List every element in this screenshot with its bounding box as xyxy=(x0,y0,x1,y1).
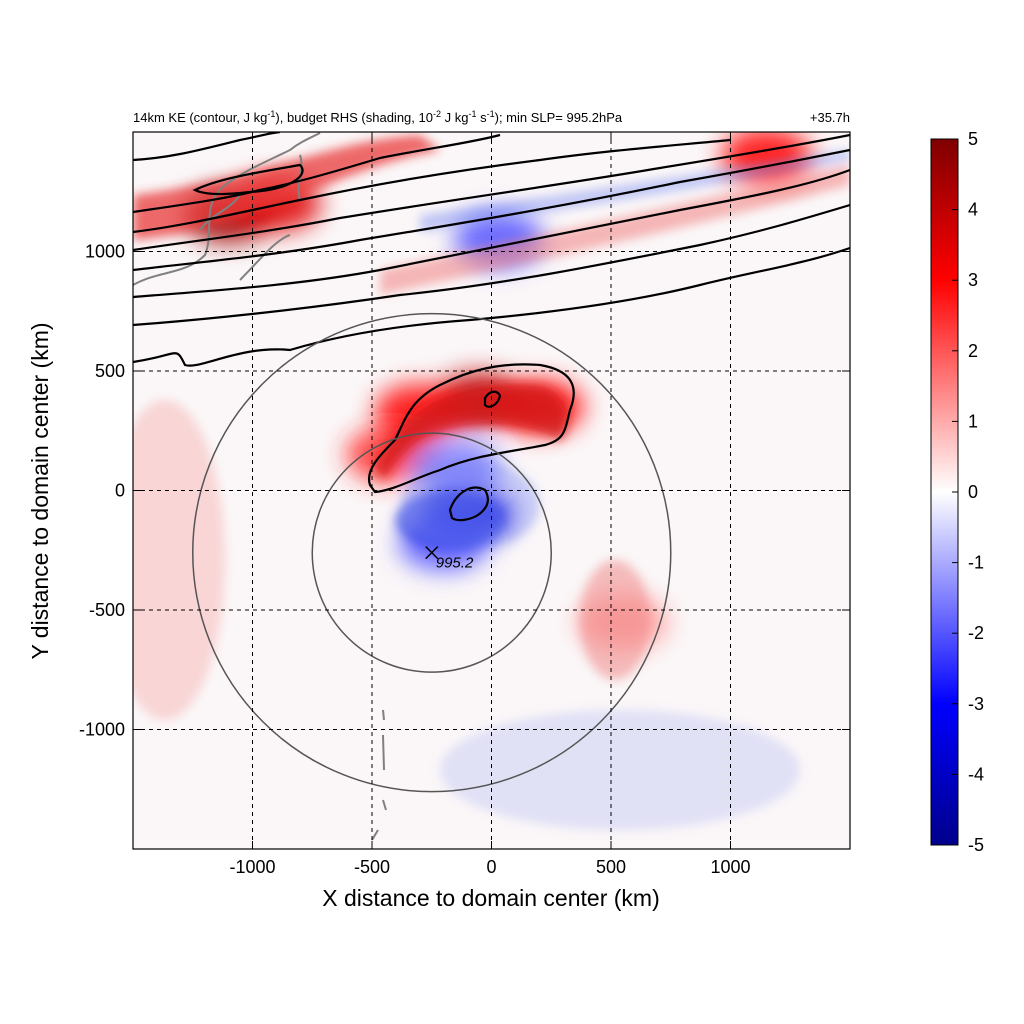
ke-contour xyxy=(133,203,850,327)
range-circle-outer xyxy=(192,312,672,793)
y-axis-ticks: -1000 -500 0 500 1000 xyxy=(79,242,850,740)
x-axis-ticks: -1000 -500 0 500 1000 xyxy=(229,132,751,877)
ke-contour-storm xyxy=(367,363,575,494)
colorbar-tick-label: 5 xyxy=(968,129,978,149)
ke-contour xyxy=(133,148,850,272)
x-axis-title: X distance to domain center (km) xyxy=(322,885,659,911)
ke-contour xyxy=(192,163,304,196)
colorbar-tick-label: 0 xyxy=(968,482,978,502)
storm-center-x xyxy=(425,546,439,560)
island-chain xyxy=(371,709,387,841)
y-tick-label: 500 xyxy=(95,361,125,381)
ke-contour-storm-small xyxy=(483,390,502,408)
colorbar-tick-label: -5 xyxy=(968,835,984,855)
x-tick-label: 0 xyxy=(486,857,496,877)
south-blue-patch xyxy=(440,710,800,830)
x-tick-label: -1000 xyxy=(229,857,275,877)
ke-contour xyxy=(133,132,281,162)
colorbar-tick-label: -4 xyxy=(968,764,984,784)
colorbar-tick-label: 1 xyxy=(968,411,978,431)
y-tick-label: -500 xyxy=(89,600,125,620)
y-tick-label: 0 xyxy=(115,481,125,501)
colorbar-tick-label: -3 xyxy=(968,694,984,714)
colorbar-tick-label: 4 xyxy=(968,200,978,220)
colorbar-tick-label: -2 xyxy=(968,623,984,643)
ke-contour xyxy=(133,133,850,252)
x-tick-label: 1000 xyxy=(710,857,750,877)
colorbar-tick-label: 3 xyxy=(968,270,978,290)
ke-contour xyxy=(133,138,731,234)
jet-band-red-2 xyxy=(380,165,850,295)
coastline xyxy=(133,132,321,286)
west-red-patch xyxy=(133,400,225,720)
ke-contour xyxy=(133,133,501,214)
storm-center-marker: 995.2 xyxy=(425,546,474,572)
ke-contour xyxy=(133,168,850,299)
storm-inner-blue xyxy=(400,460,540,550)
ke-contours xyxy=(133,132,850,522)
rhs-shading-detail xyxy=(133,135,850,830)
colorbar-ticks: -5 -4 -3 -2 -1 0 1 2 3 4 5 xyxy=(952,129,984,855)
y-tick-label: 1000 xyxy=(85,242,125,262)
range-circle-inner xyxy=(311,432,552,673)
min-slp-label: 995.2 xyxy=(436,555,474,572)
storm-arc-red xyxy=(375,384,569,480)
colorbar-tick-label: -1 xyxy=(968,553,984,573)
chart-title: 14km KE (contour, J kg-1), budget RHS (s… xyxy=(133,109,623,125)
x-tick-label: -500 xyxy=(354,857,390,877)
y-tick-label: -1000 xyxy=(79,720,125,740)
ke-contour xyxy=(133,246,850,367)
forecast-time-label: +35.7h xyxy=(810,110,850,125)
plot-area xyxy=(133,132,850,849)
colorbar-tick-label: 2 xyxy=(968,341,978,361)
y-axis-title: Y distance to domain center (km) xyxy=(27,322,53,659)
x-tick-label: 500 xyxy=(596,857,626,877)
se-red-patch xyxy=(580,560,650,680)
